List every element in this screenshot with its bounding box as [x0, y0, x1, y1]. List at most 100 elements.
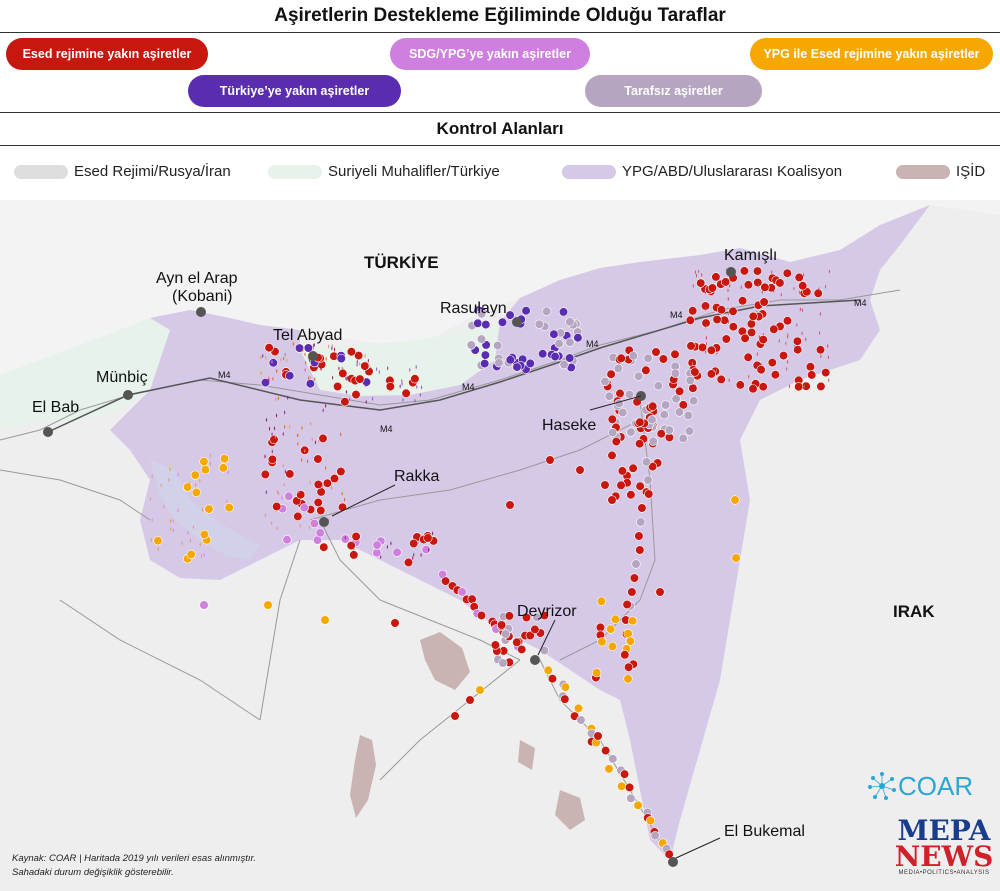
tribe-dot [336, 466, 346, 477]
coar-logo: COAR [866, 770, 973, 802]
tribe-dot [150, 496, 152, 501]
city-marker-kobani [196, 307, 206, 317]
tribe-dot [739, 266, 750, 276]
control-section-header: Kontrol Alanları [0, 112, 1000, 146]
city-label-deyrizor: Deyrizor [517, 603, 577, 620]
tribe-dot [218, 463, 228, 473]
tribe-dot [573, 703, 584, 713]
tribe-dot [414, 398, 416, 403]
tribe-dot [268, 358, 278, 368]
tribe-dot [521, 612, 532, 623]
tribe-dot [345, 389, 348, 395]
tribe-dot [786, 359, 789, 364]
tribe-dot [192, 525, 195, 530]
tribe-dot [629, 573, 640, 583]
tribe-dot [296, 490, 306, 500]
tribe-dot [770, 370, 781, 380]
tribe-dot [801, 308, 804, 313]
tribe-dot [769, 324, 779, 334]
tribe-dot [262, 353, 264, 358]
tribe-dot [265, 490, 267, 495]
tribe-dot [319, 542, 329, 552]
tribe-dot [670, 349, 680, 359]
tribe-dot [320, 366, 322, 372]
tribe-dot [309, 480, 311, 485]
page-title: Aşiretlerin Destekleme Eğiliminde Olduğu… [274, 5, 726, 26]
tribe-dot [705, 307, 707, 312]
tribe-dot [304, 367, 306, 373]
tribe-dot [615, 388, 625, 399]
tribe-dot [648, 401, 658, 411]
mepa-logo-sub: MEDIA•POLITICS•ANALYSIS [898, 870, 990, 876]
tribe-dot [685, 375, 695, 386]
tribe-dot [793, 345, 803, 355]
tribe-dot [753, 277, 763, 288]
callout-lines [331, 395, 721, 859]
tribe-dot [607, 450, 617, 461]
tribe-dot [151, 517, 153, 523]
tribe-dot [619, 769, 630, 779]
tribe-dot [721, 334, 731, 344]
tribe-dot [200, 465, 210, 475]
tribe-dot [565, 353, 575, 363]
tribe-dot [490, 640, 501, 650]
m4-labels: M4 M4 M4 M4 M4 M4 [218, 298, 867, 434]
tribe-dot [636, 517, 646, 527]
tribe-dot [674, 407, 685, 417]
tribe-dot [160, 483, 162, 488]
tribe-dot [794, 272, 804, 283]
tribe-dot [805, 362, 816, 372]
tribe-dot [376, 367, 378, 372]
country-label-iraq: IRAK [893, 602, 935, 621]
tribe-dot [365, 399, 367, 405]
tribe-dot [728, 319, 730, 324]
tribe-dot [283, 356, 285, 361]
tribe-dot [284, 352, 286, 357]
tribe-dot [304, 448, 306, 454]
tribe-dot [622, 599, 632, 610]
tribe-dot [827, 355, 829, 360]
tribe-dot [644, 489, 654, 499]
tribe-dot [313, 454, 323, 464]
tribe-dot [480, 350, 491, 360]
tribe-dot [203, 552, 205, 558]
tribe-dot [799, 307, 801, 312]
tribe-dot [308, 376, 310, 381]
tribe-dot [576, 715, 586, 725]
legend-swatch [896, 164, 950, 179]
tribe-dot [199, 542, 201, 547]
tribe-dot [607, 427, 618, 438]
tribe-dot [172, 528, 174, 533]
tribe-dot [282, 535, 292, 545]
tribe-dot [309, 375, 311, 380]
tribe-dot [498, 658, 508, 668]
tribe-dot [481, 320, 491, 330]
city-marker-rakka [319, 517, 329, 527]
source-line: Kaynak: COAR | Haritada 2019 yılı verile… [12, 853, 256, 864]
tribe-dot [631, 559, 641, 569]
tribe-dot [172, 518, 174, 524]
tribe-dot [356, 359, 358, 364]
tribe-dot [805, 337, 807, 342]
tribe-dot [200, 554, 203, 559]
map: M4 M4 M4 M4 M4 M4 [0, 200, 1000, 891]
tribe-dot [338, 366, 340, 371]
legend-pill-sdg: SDG/YPG’ye yakın aşiretler [390, 38, 590, 70]
tribe-dot [773, 288, 775, 294]
tribe-dot [278, 491, 280, 496]
tribe-dot [648, 436, 658, 446]
tribe-dot [275, 413, 278, 418]
legend-label: YPG/ABD/Uluslararası Koalisyon [622, 163, 843, 180]
tribe-dot [641, 365, 651, 375]
tribe-dot [678, 400, 688, 410]
tribe-dot [320, 615, 330, 625]
tribe-dot [778, 338, 780, 343]
tribe-dot [565, 337, 575, 347]
tribe-dot [692, 283, 694, 289]
tribe-dot [716, 305, 727, 315]
tribe-dot [181, 541, 183, 546]
opposition-region-west [0, 318, 170, 430]
tribe-dot [623, 628, 633, 639]
tribe-dot [759, 297, 769, 307]
tribe-dot [740, 285, 742, 290]
